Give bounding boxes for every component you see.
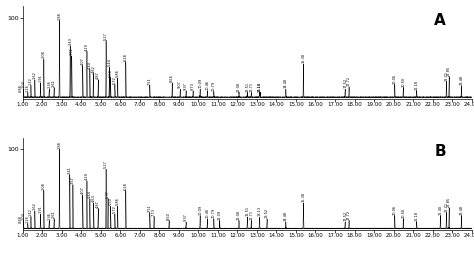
Text: 5.72: 5.72 (113, 205, 117, 213)
Text: 3.41: 3.41 (68, 166, 72, 174)
Text: 12.08: 12.08 (237, 82, 241, 92)
Text: 22.85: 22.85 (447, 197, 451, 207)
Text: 4.62: 4.62 (91, 65, 95, 73)
Text: 20.50: 20.50 (401, 208, 405, 218)
Text: 4.63: 4.63 (91, 194, 96, 202)
Text: 4.87: 4.87 (96, 71, 100, 79)
Text: 9.73: 9.73 (191, 82, 195, 90)
Text: 1.91: 1.91 (38, 74, 43, 82)
Text: 4.44: 4.44 (88, 190, 92, 198)
Text: 10.09: 10.09 (198, 78, 202, 88)
Text: 5.50: 5.50 (109, 69, 113, 77)
Text: 5.27: 5.27 (104, 161, 108, 168)
Text: 3.57: 3.57 (71, 176, 75, 184)
Text: 4.29: 4.29 (85, 172, 89, 180)
Text: 10.09: 10.09 (198, 205, 202, 215)
Text: 0.88: 0.88 (18, 215, 22, 223)
Text: 13.16: 13.16 (258, 82, 262, 92)
Text: 4.07: 4.07 (81, 186, 85, 194)
Text: 22.71: 22.71 (445, 70, 448, 81)
Text: 12.08: 12.08 (237, 210, 241, 220)
Text: 2.88: 2.88 (57, 12, 62, 20)
Text: 21.18: 21.18 (415, 211, 419, 221)
Text: 9.37: 9.37 (184, 213, 188, 221)
Text: 12.51: 12.51 (246, 82, 249, 92)
Text: 2.88: 2.88 (57, 141, 62, 149)
Text: 1.62: 1.62 (33, 202, 37, 210)
Text: 2.36: 2.36 (47, 212, 51, 220)
Text: 7.73: 7.73 (152, 208, 156, 216)
Text: 3.43: 3.43 (68, 37, 72, 45)
Text: 13.13: 13.13 (257, 82, 262, 92)
Text: 3.51: 3.51 (70, 47, 74, 55)
Text: 4.29: 4.29 (85, 43, 89, 51)
Text: 1.62: 1.62 (33, 71, 37, 79)
Text: 22.71: 22.71 (445, 202, 448, 212)
Text: 2.36: 2.36 (47, 81, 51, 88)
Text: 7.51: 7.51 (148, 77, 152, 85)
Text: 8.50: 8.50 (167, 212, 171, 220)
Text: 1.04: 1.04 (21, 212, 26, 220)
Text: 15.38: 15.38 (301, 53, 305, 63)
Text: 2.08: 2.08 (42, 51, 46, 58)
Text: 4.44: 4.44 (88, 61, 92, 69)
Text: 17.52: 17.52 (343, 211, 347, 221)
Text: 5.86: 5.86 (116, 198, 119, 205)
Text: 22.85: 22.85 (447, 66, 451, 76)
Text: 12.51: 12.51 (246, 206, 249, 216)
Text: 1.42: 1.42 (29, 208, 33, 216)
Text: 0.88: 0.88 (18, 84, 22, 92)
Text: 17.72: 17.72 (347, 210, 351, 220)
Text: 5.86: 5.86 (116, 70, 119, 77)
Text: 12.71: 12.71 (249, 210, 253, 220)
Text: 21.18: 21.18 (415, 80, 419, 90)
Text: 20.06: 20.06 (393, 205, 397, 215)
Text: 6.28: 6.28 (124, 182, 128, 189)
Text: 13.13: 13.13 (257, 206, 262, 216)
Text: 13.52: 13.52 (265, 208, 269, 218)
Text: 2.08: 2.08 (42, 182, 46, 189)
Text: 8.66: 8.66 (170, 74, 174, 82)
Text: 2.61: 2.61 (52, 79, 56, 87)
Text: 5.27: 5.27 (104, 32, 108, 40)
Text: B: B (434, 144, 446, 159)
Text: 1.26: 1.26 (26, 215, 30, 223)
Text: 12.71: 12.71 (249, 82, 253, 92)
Text: 20.06: 20.06 (393, 74, 397, 84)
Text: A: A (434, 13, 446, 28)
Text: 22.40: 22.40 (438, 205, 442, 215)
Text: 6.28: 6.28 (124, 53, 128, 61)
Text: 5.37: 5.37 (106, 190, 110, 198)
Text: 23.48: 23.48 (459, 205, 464, 215)
Text: 1.91: 1.91 (38, 205, 43, 213)
Text: 1.26: 1.26 (26, 84, 30, 92)
Text: 14.48: 14.48 (284, 78, 288, 88)
Text: 10.79: 10.79 (212, 81, 216, 91)
Text: 5.50: 5.50 (109, 198, 113, 205)
Text: 1.42: 1.42 (29, 77, 33, 85)
Text: 11.09: 11.09 (218, 210, 222, 220)
Text: 9.37: 9.37 (184, 82, 188, 90)
Text: 4.87: 4.87 (96, 200, 100, 208)
Text: 23.48: 23.48 (459, 75, 464, 85)
Text: 10.46: 10.46 (205, 208, 210, 218)
Text: 15.38: 15.38 (301, 192, 305, 202)
Text: 9.07: 9.07 (178, 81, 182, 88)
Text: 2.61: 2.61 (52, 210, 56, 218)
Text: 1.04: 1.04 (21, 81, 26, 88)
Text: 20.50: 20.50 (401, 77, 405, 87)
Text: 4.07: 4.07 (81, 57, 85, 65)
Text: 10.46: 10.46 (205, 80, 210, 90)
Text: 5.44: 5.44 (108, 58, 111, 66)
Text: 5.72: 5.72 (113, 76, 117, 84)
Text: 17.72: 17.72 (347, 76, 351, 86)
Text: 17.52: 17.52 (343, 78, 347, 88)
Text: 7.51: 7.51 (148, 204, 152, 212)
Text: 14.48: 14.48 (284, 211, 288, 221)
Text: 10.79: 10.79 (212, 208, 216, 218)
